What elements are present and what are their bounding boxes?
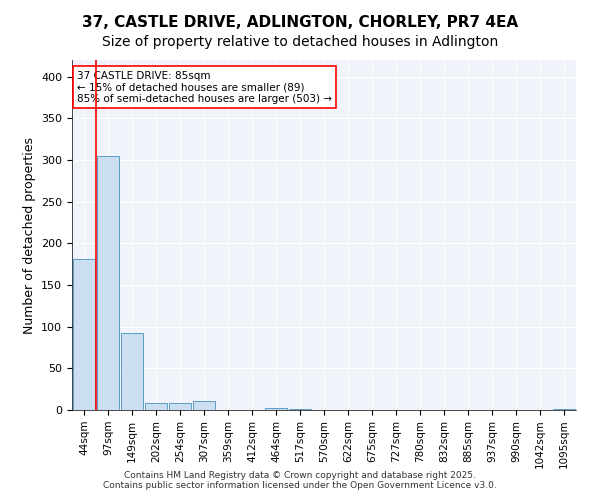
Bar — [73, 259, 95, 410]
Bar — [193, 401, 215, 410]
Text: 37 CASTLE DRIVE: 85sqm
← 15% of detached houses are smaller (89)
85% of semi-det: 37 CASTLE DRIVE: 85sqm ← 15% of detached… — [77, 70, 332, 104]
Text: Contains HM Land Registry data © Crown copyright and database right 2025.
Contai: Contains HM Land Registry data © Crown c… — [103, 470, 497, 490]
Bar — [265, 408, 287, 410]
Y-axis label: Number of detached properties: Number of detached properties — [23, 136, 35, 334]
Text: 37, CASTLE DRIVE, ADLINGTON, CHORLEY, PR7 4EA: 37, CASTLE DRIVE, ADLINGTON, CHORLEY, PR… — [82, 15, 518, 30]
Bar — [145, 402, 167, 410]
Bar — [121, 332, 143, 410]
Bar — [97, 156, 119, 410]
Bar — [553, 409, 575, 410]
Bar — [289, 409, 311, 410]
Bar — [169, 402, 191, 410]
Text: Size of property relative to detached houses in Adlington: Size of property relative to detached ho… — [102, 35, 498, 49]
